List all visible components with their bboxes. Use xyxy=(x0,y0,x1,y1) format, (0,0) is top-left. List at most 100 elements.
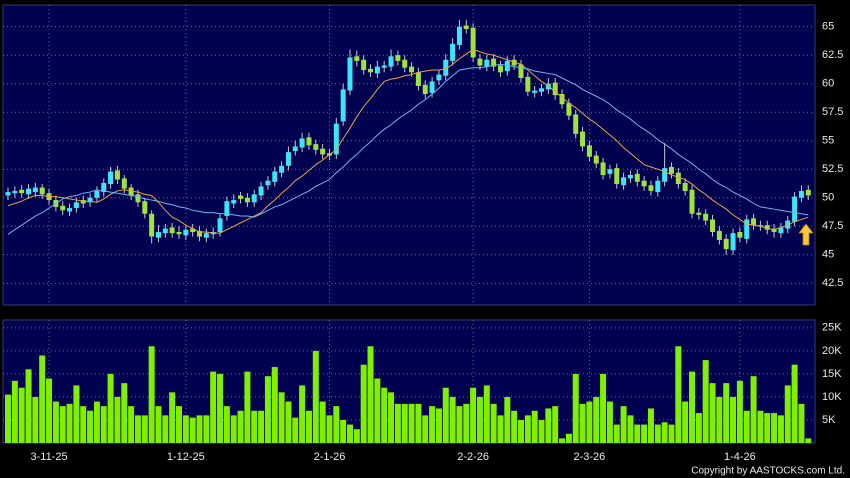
volume-bar xyxy=(93,401,100,443)
candle-body xyxy=(128,187,134,196)
candle-body xyxy=(586,145,592,157)
candle-body xyxy=(190,228,196,232)
candle-body xyxy=(94,190,100,198)
candle-body xyxy=(19,189,25,194)
volume-bar xyxy=(654,424,661,443)
y-tick-label: 50 xyxy=(822,192,834,204)
volume-bar xyxy=(217,373,224,443)
candle-body xyxy=(258,186,264,196)
candle-body xyxy=(155,231,161,238)
candle-body xyxy=(197,230,203,237)
candle-body xyxy=(203,233,209,238)
volume-bar xyxy=(545,408,552,443)
candle-body xyxy=(723,238,729,250)
candle-body xyxy=(121,178,127,189)
candle-body xyxy=(60,205,66,211)
candle-body xyxy=(422,84,428,94)
candle-body xyxy=(231,200,237,204)
volume-bar xyxy=(148,346,155,443)
candle-body xyxy=(675,172,681,185)
volume-bar xyxy=(347,424,353,443)
volume-bar xyxy=(128,406,135,443)
candle-body xyxy=(443,59,449,76)
volume-bar xyxy=(429,406,436,443)
volume-bar xyxy=(196,415,203,443)
volume-bar xyxy=(586,401,593,443)
x-tick-label: 2-2-26 xyxy=(457,451,489,463)
candle-body xyxy=(162,228,168,234)
candle-body xyxy=(12,190,18,194)
volume-bar xyxy=(641,424,648,443)
candle-body xyxy=(456,26,462,45)
candle-body xyxy=(607,169,613,174)
volume-bar xyxy=(73,385,80,443)
candle-body xyxy=(149,213,155,237)
volume-bar xyxy=(483,385,490,443)
volume-bar xyxy=(559,438,566,443)
volume-bar xyxy=(326,415,333,443)
candle-body xyxy=(710,219,716,232)
volume-bar xyxy=(80,406,87,443)
volume-bar xyxy=(11,380,18,443)
volume-bar xyxy=(394,403,401,443)
plot-layer: 42.5 45 47.5 50 52.5 55 57.5 60 62.5 65 5K 10K 15K 20… xyxy=(3,5,843,463)
x-tick-label: 1-12-25 xyxy=(167,451,205,463)
moving-average-line xyxy=(7,48,809,234)
volume-bar xyxy=(784,385,791,443)
candle-body xyxy=(347,57,353,91)
candle-body xyxy=(39,187,45,195)
candle-body xyxy=(662,168,668,182)
candle-body xyxy=(409,66,415,73)
y-tick-label: 15K xyxy=(822,368,842,380)
candle-body xyxy=(80,200,86,204)
candle-body xyxy=(627,174,633,179)
y-tick-label: 5K xyxy=(822,414,836,426)
volume-bar xyxy=(593,396,600,443)
volume-bar xyxy=(46,378,53,443)
volume-bar xyxy=(319,401,326,443)
volume-bar xyxy=(52,401,59,443)
volume-bar xyxy=(244,371,251,443)
volume-bar xyxy=(292,417,299,443)
volume-bar xyxy=(340,419,347,443)
volume-bar xyxy=(223,406,230,443)
candle-body xyxy=(477,58,483,66)
volume-bar xyxy=(470,387,477,443)
volume-bar xyxy=(176,406,182,443)
volume-bar xyxy=(401,403,408,443)
volume-bar xyxy=(422,415,429,443)
volume-bar xyxy=(791,364,798,443)
volume-bar xyxy=(312,350,319,443)
candle-body xyxy=(429,81,435,93)
volume-bar xyxy=(169,392,176,443)
candle-body xyxy=(641,180,647,187)
volume-bar xyxy=(107,373,114,443)
volume-bar xyxy=(210,371,217,443)
volume-bar xyxy=(264,376,271,443)
volume-bar xyxy=(716,396,723,443)
candle-body xyxy=(313,144,319,150)
volume-bar xyxy=(182,415,189,443)
volume-bar xyxy=(634,424,641,443)
volume-bar xyxy=(463,403,470,443)
candle-body xyxy=(114,170,120,180)
candle-body xyxy=(108,171,114,185)
volume-bar xyxy=(278,392,285,443)
volume-bar xyxy=(100,406,107,443)
candle-body xyxy=(251,194,257,203)
candle-body xyxy=(634,173,640,182)
candle-body xyxy=(238,195,244,199)
candle-body xyxy=(559,93,565,105)
volume-bar xyxy=(682,401,689,443)
candle-body xyxy=(716,230,722,240)
candle-body xyxy=(798,190,804,198)
candle-body xyxy=(224,201,230,217)
candle-body xyxy=(689,189,695,214)
candle-body xyxy=(532,90,538,93)
x-tick-label: 1-4-26 xyxy=(724,451,756,463)
candle-body xyxy=(354,56,360,61)
volume-bar xyxy=(59,406,66,443)
volume-bar xyxy=(723,383,730,443)
